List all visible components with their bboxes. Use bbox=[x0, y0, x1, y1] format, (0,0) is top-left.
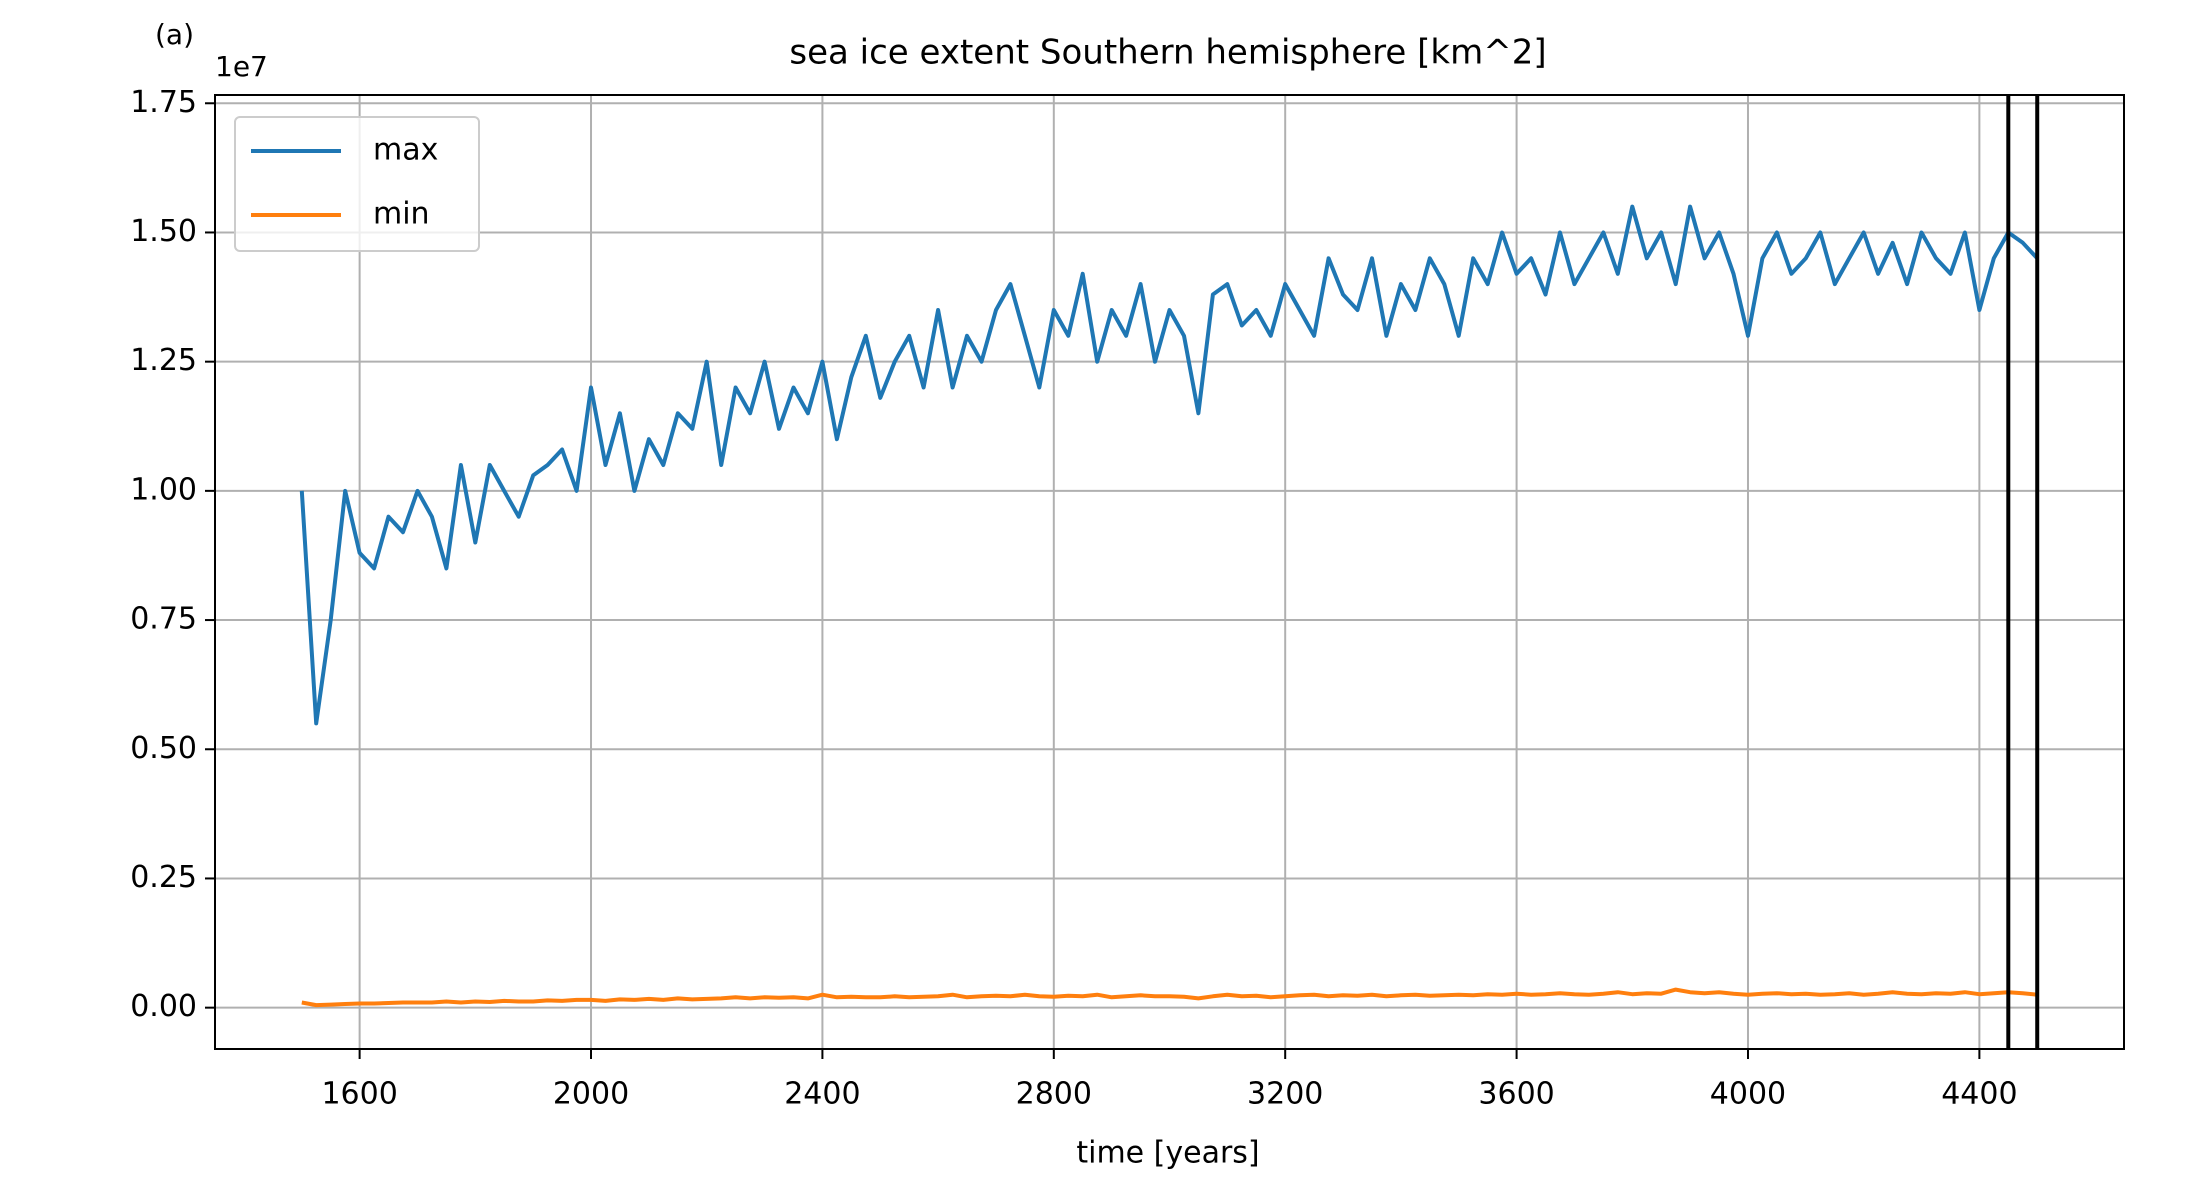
y-tick-label: 1.50 bbox=[130, 214, 197, 249]
legend-label: min bbox=[373, 197, 430, 232]
x-tick-label: 3600 bbox=[1478, 1077, 1554, 1112]
panel-label: (a) bbox=[155, 18, 194, 51]
x-tick-label: 2000 bbox=[553, 1077, 629, 1112]
x-tick-label: 1600 bbox=[321, 1077, 397, 1112]
y-tick-label: 0.50 bbox=[130, 731, 197, 766]
y-tick-label: 0.75 bbox=[130, 602, 197, 637]
plot-frame bbox=[214, 94, 2125, 1050]
y-tick-label: 1.75 bbox=[130, 85, 197, 120]
legend-box bbox=[234, 116, 480, 252]
y-tick-label: 1.00 bbox=[130, 472, 197, 507]
line-series bbox=[301, 987, 2038, 1008]
line-series bbox=[299, 204, 2039, 726]
chart-title: sea ice extent Southern hemisphere [km^2… bbox=[789, 33, 1546, 73]
legend-label: max bbox=[373, 133, 438, 168]
x-tick-label: 4400 bbox=[1941, 1077, 2017, 1112]
y-tick-label: 1.25 bbox=[130, 343, 197, 378]
y-tick-label: 0.00 bbox=[130, 989, 197, 1024]
x-axis-label: time [years] bbox=[1076, 1136, 1259, 1171]
x-tick-label: 3200 bbox=[1247, 1077, 1323, 1112]
y-tick-label: 0.25 bbox=[130, 860, 197, 895]
x-tick-label: 2800 bbox=[1016, 1077, 1092, 1112]
offset-label: 1e7 bbox=[215, 50, 268, 83]
x-tick-label: 4000 bbox=[1710, 1077, 1786, 1112]
x-tick-label: 2400 bbox=[784, 1077, 860, 1112]
